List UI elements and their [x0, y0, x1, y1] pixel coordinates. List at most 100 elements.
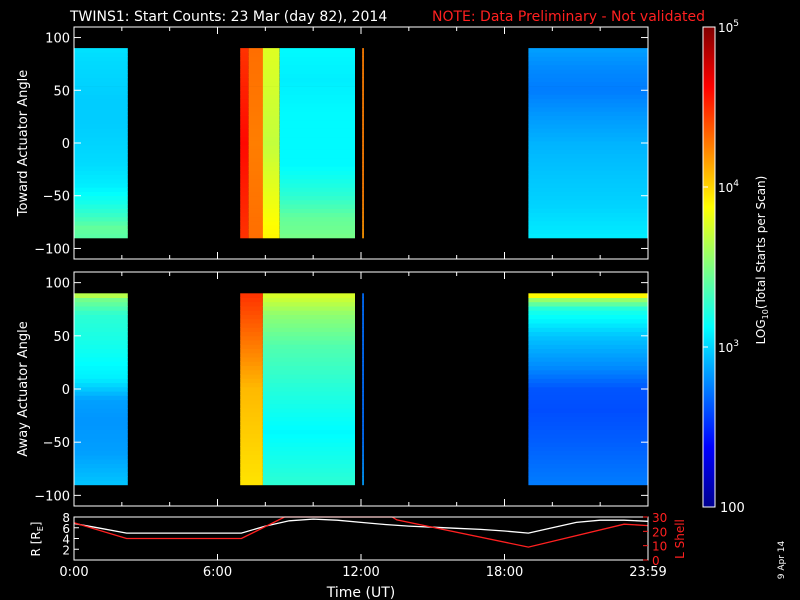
heatmap-cell — [362, 412, 364, 418]
heatmap-cell — [74, 90, 128, 95]
heatmap-cell — [528, 60, 648, 66]
panel-away: 100 50 0 −50 −100 Away Actuator Angle — [16, 271, 649, 507]
heatmap-cell — [74, 386, 128, 392]
heatmap-cell — [240, 128, 249, 133]
heatmap-cell — [240, 399, 263, 405]
y-tick-label: 50 — [53, 84, 70, 99]
heatmap-cell — [262, 480, 355, 486]
heatmap-cell — [248, 86, 263, 91]
heatmap-cell — [248, 81, 263, 87]
heatmap-cell — [262, 86, 280, 91]
heatmap-cell — [74, 60, 128, 66]
heatmap-cell — [240, 433, 263, 439]
heatmap-cell — [240, 442, 263, 447]
heatmap-cell — [74, 229, 128, 235]
heatmap-cell — [528, 77, 648, 83]
heatmap-cell — [248, 204, 263, 209]
heatmap-cell — [528, 472, 648, 477]
heatmap-cell — [248, 60, 263, 66]
heatmap-cell — [528, 107, 648, 112]
heatmap-cell — [279, 90, 355, 95]
heatmap-cell — [74, 233, 128, 239]
heatmap-cell — [248, 115, 263, 121]
heatmap-cell — [362, 221, 364, 226]
heatmap-cell — [74, 153, 128, 159]
colorbar-label: LOG10(Total Starts per Scan) — [754, 176, 770, 345]
heatmap-cell — [528, 442, 648, 447]
heatmap-cell — [362, 60, 364, 66]
heatmap-cell — [528, 140, 648, 146]
heatmap-cell — [262, 301, 355, 307]
y-tick-label: 0 — [62, 137, 70, 152]
heatmap-cell — [279, 208, 355, 213]
heatmap-cell — [362, 48, 364, 53]
heatmap-cell — [240, 94, 249, 100]
heatmap-cell — [240, 52, 249, 57]
heatmap-cell — [240, 476, 263, 481]
heatmap-cell — [240, 459, 263, 464]
heatmap-cell — [528, 395, 648, 401]
heatmap-cell — [528, 136, 648, 142]
heatmap-cell — [279, 77, 355, 83]
heatmap-cell — [362, 65, 364, 70]
orbit-left-ylabel: R [RE] — [29, 522, 45, 557]
heatmap-cell — [262, 69, 280, 74]
heatmap-cell — [74, 124, 128, 129]
heatmap-cell — [262, 310, 355, 315]
heatmap-cell — [528, 199, 648, 205]
heatmap-cell — [362, 386, 364, 392]
heatmap-cell — [240, 229, 249, 235]
heatmap-cell — [240, 73, 249, 78]
heatmap-cell — [240, 293, 263, 298]
heatmap-cell — [528, 454, 648, 460]
heatmap-cell — [362, 480, 364, 486]
heatmap-cell — [240, 208, 249, 213]
heatmap-cell — [248, 162, 263, 167]
heatmap-cell — [362, 310, 364, 315]
heatmap-cell — [528, 365, 648, 371]
y-tick-label: −100 — [34, 489, 70, 504]
y-tick-label: 8 — [62, 511, 70, 525]
heatmap-cell — [74, 310, 128, 315]
heatmap-cell — [528, 102, 648, 108]
heatmap-cell — [262, 459, 355, 464]
heatmap-cell — [262, 136, 280, 142]
heatmap-cell — [240, 297, 263, 303]
heatmap-cell — [74, 145, 128, 150]
heatmap-cell — [74, 166, 128, 171]
heatmap-cell — [262, 420, 355, 426]
heatmap-cell — [248, 191, 263, 197]
heatmap-cell — [528, 306, 648, 311]
heatmap-cell — [74, 420, 128, 426]
heatmap-cell — [240, 365, 263, 371]
heatmap-cell — [248, 199, 263, 205]
heatmap-cell — [240, 386, 263, 392]
chart-title: TWINS1: Start Counts: 23 Mar (day 82), 2… — [69, 9, 387, 25]
heatmap-cell — [262, 361, 355, 366]
heatmap-cell — [362, 437, 364, 443]
heatmap-cell — [528, 463, 648, 469]
heatmap-cell — [362, 454, 364, 460]
heatmap-cell — [240, 357, 263, 362]
heatmap-cell — [240, 323, 263, 328]
heatmap-cell — [248, 77, 263, 83]
heatmap-cell — [362, 314, 364, 320]
heatmap-cell — [262, 425, 355, 430]
heatmap-cell — [362, 191, 364, 197]
heatmap-cell — [262, 140, 280, 146]
y-tick-label: −100 — [34, 242, 70, 257]
heatmap-cell — [248, 145, 263, 150]
heatmap-cell — [362, 344, 364, 349]
heatmap-cell — [362, 365, 364, 371]
heatmap-cell — [248, 195, 263, 201]
heatmap-cell — [74, 128, 128, 133]
heatmap-cell — [528, 225, 648, 230]
heatmap-cell — [248, 73, 263, 78]
heatmap-cell — [362, 56, 364, 62]
heatmap-cell — [528, 115, 648, 121]
heatmap-cell — [74, 183, 128, 188]
heatmap-cell — [262, 157, 280, 163]
heatmap-cell — [528, 216, 648, 222]
heatmap-cell — [528, 369, 648, 375]
heatmap-cell — [262, 437, 355, 443]
